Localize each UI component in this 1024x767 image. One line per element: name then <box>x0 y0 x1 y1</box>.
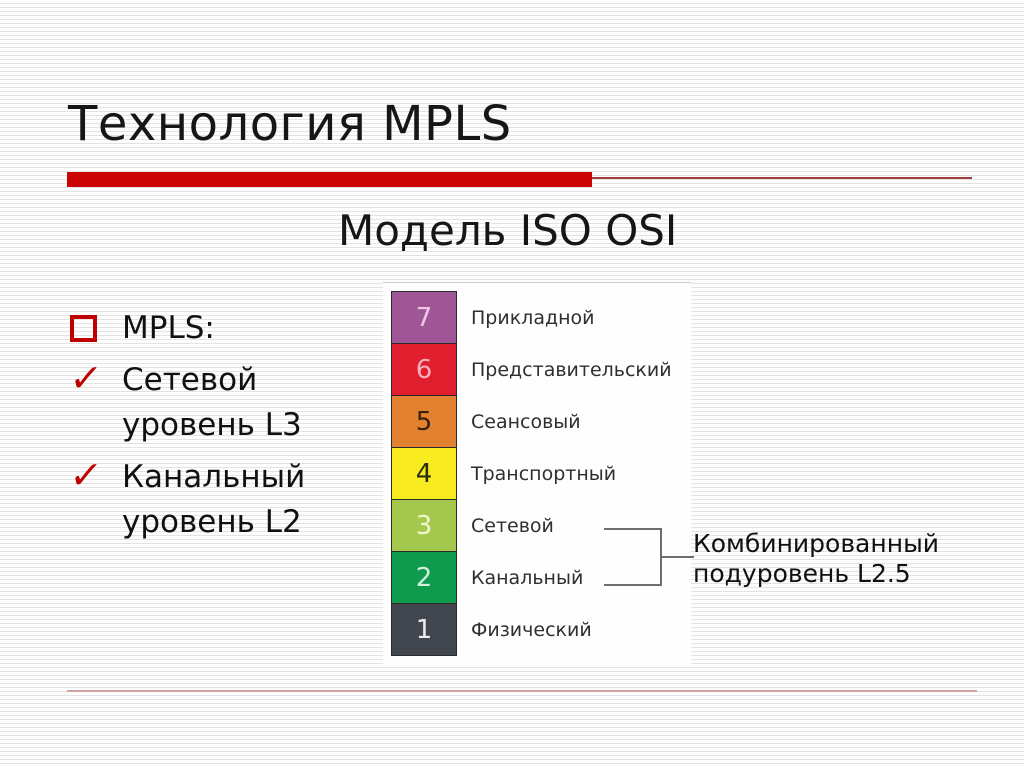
bottom-divider-line <box>67 690 977 692</box>
osi-layer-row: 2 Канальный <box>391 551 672 604</box>
bullet-text: Канальный уровень L2 <box>122 459 306 540</box>
osi-layer-name: Представительский <box>471 359 672 381</box>
osi-layer-number-box: 7 <box>391 291 457 344</box>
osi-layer-name: Сеансовый <box>471 411 581 433</box>
osi-layer-name: Сетевой <box>471 515 554 537</box>
callout-label: Комбинированный подуровень L2.5 <box>693 529 939 589</box>
list-item: MPLS: <box>70 306 354 351</box>
osi-layer-stack: 7 Прикладной 6 Представительский 5 Сеансовый 4… <box>391 291 672 656</box>
slide-subtitle: Модель ISO OSI <box>338 206 678 255</box>
bullet-text: MPLS: <box>122 310 215 346</box>
title-underline-thin-line <box>592 177 972 179</box>
osi-layer-number-box: 4 <box>391 447 457 500</box>
checkmark-icon: ✓ <box>67 453 105 497</box>
osi-layer-row: 4 Транспортный <box>391 447 672 500</box>
bracket-top-line <box>604 528 662 530</box>
callout-line2: подуровень L2.5 <box>693 559 911 588</box>
osi-layer-name: Транспортный <box>471 463 617 485</box>
bullet-text: Сетевой уровень L3 <box>122 362 302 443</box>
osi-layer-name: Канальный <box>471 567 584 589</box>
osi-layer-row: 3 Сетевой <box>391 499 672 552</box>
checkmark-icon: ✓ <box>67 453 110 501</box>
title-underline-bar <box>67 172 592 187</box>
bullet-list: MPLS: ✓ Сетевой уровень L3 ✓ Канальный урове… <box>68 306 354 552</box>
square-bullet-icon <box>70 306 110 355</box>
checkmark-icon: ✓ <box>67 356 105 400</box>
osi-layer-number-box: 1 <box>391 603 457 656</box>
osi-layer-number-box: 5 <box>391 395 457 448</box>
osi-layer-name: Прикладной <box>471 306 595 329</box>
osi-layer-row: 1 Физический <box>391 603 672 656</box>
osi-layer-row: 5 Сеансовый <box>391 395 672 448</box>
osi-layer-number-box: 2 <box>391 551 457 604</box>
osi-diagram-panel: 7 Прикладной 6 Представительский 5 Сеансовый 4… <box>383 282 691 666</box>
callout-line1: Комбинированный <box>693 529 940 558</box>
bracket-vertical-line <box>660 528 662 586</box>
slide-title: Технология MPLS <box>68 96 512 152</box>
osi-layer-row: 6 Представительский <box>391 343 672 396</box>
osi-layer-number-box: 3 <box>391 499 457 552</box>
list-item: ✓ Канальный уровень L2 <box>68 453 354 545</box>
list-item: ✓ Сетевой уровень L3 <box>68 356 354 448</box>
square-bullet-icon <box>70 315 97 342</box>
osi-layer-row: 7 Прикладной <box>391 291 672 344</box>
bracket-bottom-line <box>604 584 662 586</box>
bracket-stub-line <box>662 556 694 558</box>
osi-layer-number-box: 6 <box>391 343 457 396</box>
osi-layer-name: Физический <box>471 619 592 641</box>
checkmark-icon: ✓ <box>67 356 110 404</box>
